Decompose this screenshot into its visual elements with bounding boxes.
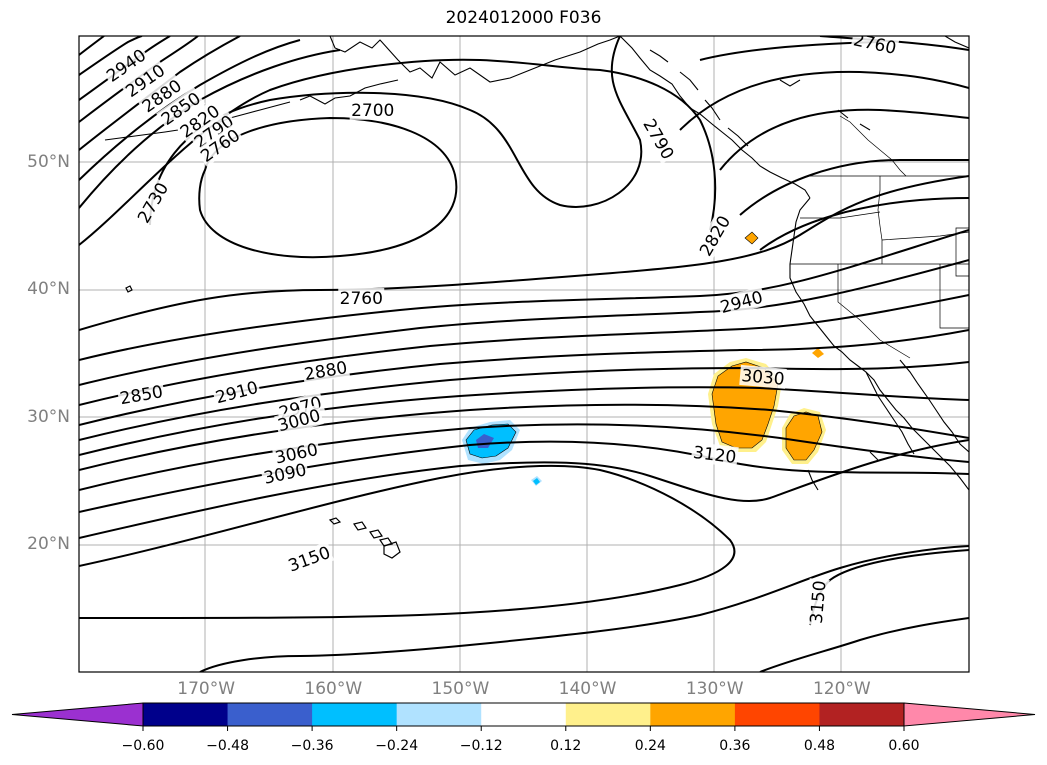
longitude-label: 130°W (685, 679, 744, 699)
longitude-label: 140°W (558, 679, 617, 699)
colorbar (11, 702, 1036, 731)
colorbar-segment (734, 703, 820, 726)
latitude-label: 30°N (27, 406, 70, 427)
contour-label: 3150 (805, 578, 831, 626)
longitude-label: 170°W (177, 679, 236, 699)
contour-labels: 2940291028802850282027902760270027302760… (101, 30, 900, 626)
contour-label: 2850 (116, 380, 166, 409)
contour-label-text: 3030 (741, 366, 786, 390)
contour-label: 2790 (638, 114, 679, 164)
colorbar-outline (142, 702, 905, 727)
colorbar-extend-high (903, 702, 1036, 727)
contour-label: 2760 (338, 288, 385, 309)
colorbar-tick-label: 0.36 (719, 738, 751, 754)
contour-label: 3030 (739, 364, 787, 390)
contour-label-text: 2820 (696, 212, 735, 259)
political-boundaries (790, 115, 969, 359)
map-frame (78, 35, 970, 673)
colorbar-tick-label: 0.24 (634, 738, 666, 754)
contour-label: 2940 (716, 286, 767, 319)
contour-label: 2730 (132, 177, 173, 228)
contour-label-text: 3120 (692, 443, 737, 468)
longitude-label: 160°W (304, 679, 363, 699)
contour-label-text: 2790 (638, 116, 677, 163)
contour-label-text: 3150 (807, 580, 831, 625)
colorbar-segment (650, 703, 736, 726)
contour-label: 2820 (694, 210, 735, 261)
colorbar-extend-low (11, 702, 144, 727)
contour-label-text: 2850 (118, 382, 164, 409)
colorbar-tick-label: −0.24 (375, 738, 419, 754)
contour-label: 3090 (260, 459, 310, 489)
longitude-label: 120°W (812, 679, 871, 699)
contour-label-text: 3090 (262, 460, 308, 489)
contour-label-text: 2940 (718, 288, 765, 319)
colorbar-segment (396, 703, 482, 726)
contour-label-text: 2700 (351, 101, 394, 121)
colorbar-tick-label: 0.48 (803, 738, 836, 754)
colorbar-tick-label: 0.12 (550, 738, 582, 754)
contour-label-text: 2760 (340, 289, 383, 309)
contour-label: 3150 (284, 541, 335, 577)
chart-title: 2024012000 F036 (445, 8, 602, 28)
contour-label-text: 2730 (134, 179, 173, 226)
longitude-label: 150°W (431, 679, 490, 699)
colorbar-segment (227, 703, 313, 726)
contour-label: 2700 (349, 99, 396, 121)
colorbar-segment (481, 703, 567, 726)
colorbar-segment (312, 703, 398, 726)
contour-label: 2760 (850, 30, 900, 59)
colorbar-segment (565, 703, 651, 726)
colorbar-segment (819, 703, 905, 726)
colorbar-tick-label: −0.60 (121, 738, 165, 754)
latitude-label: 40°N (27, 279, 70, 300)
contour-label-text: 2760 (851, 30, 897, 59)
colorbar-tick-label: −0.36 (290, 738, 334, 754)
colorbar-segment (143, 703, 229, 726)
latitude-label: 20°N (27, 533, 70, 554)
hawaiian-islands (125, 285, 401, 559)
colorbar-tick-label: 0.60 (888, 738, 920, 754)
latitude-label: 50°N (27, 152, 70, 173)
colorbar-tick-label: −0.48 (206, 738, 249, 754)
contour-label-text: 3150 (286, 543, 333, 577)
colorbar-tick-label: −0.12 (459, 738, 503, 754)
height-contours (79, 36, 969, 672)
